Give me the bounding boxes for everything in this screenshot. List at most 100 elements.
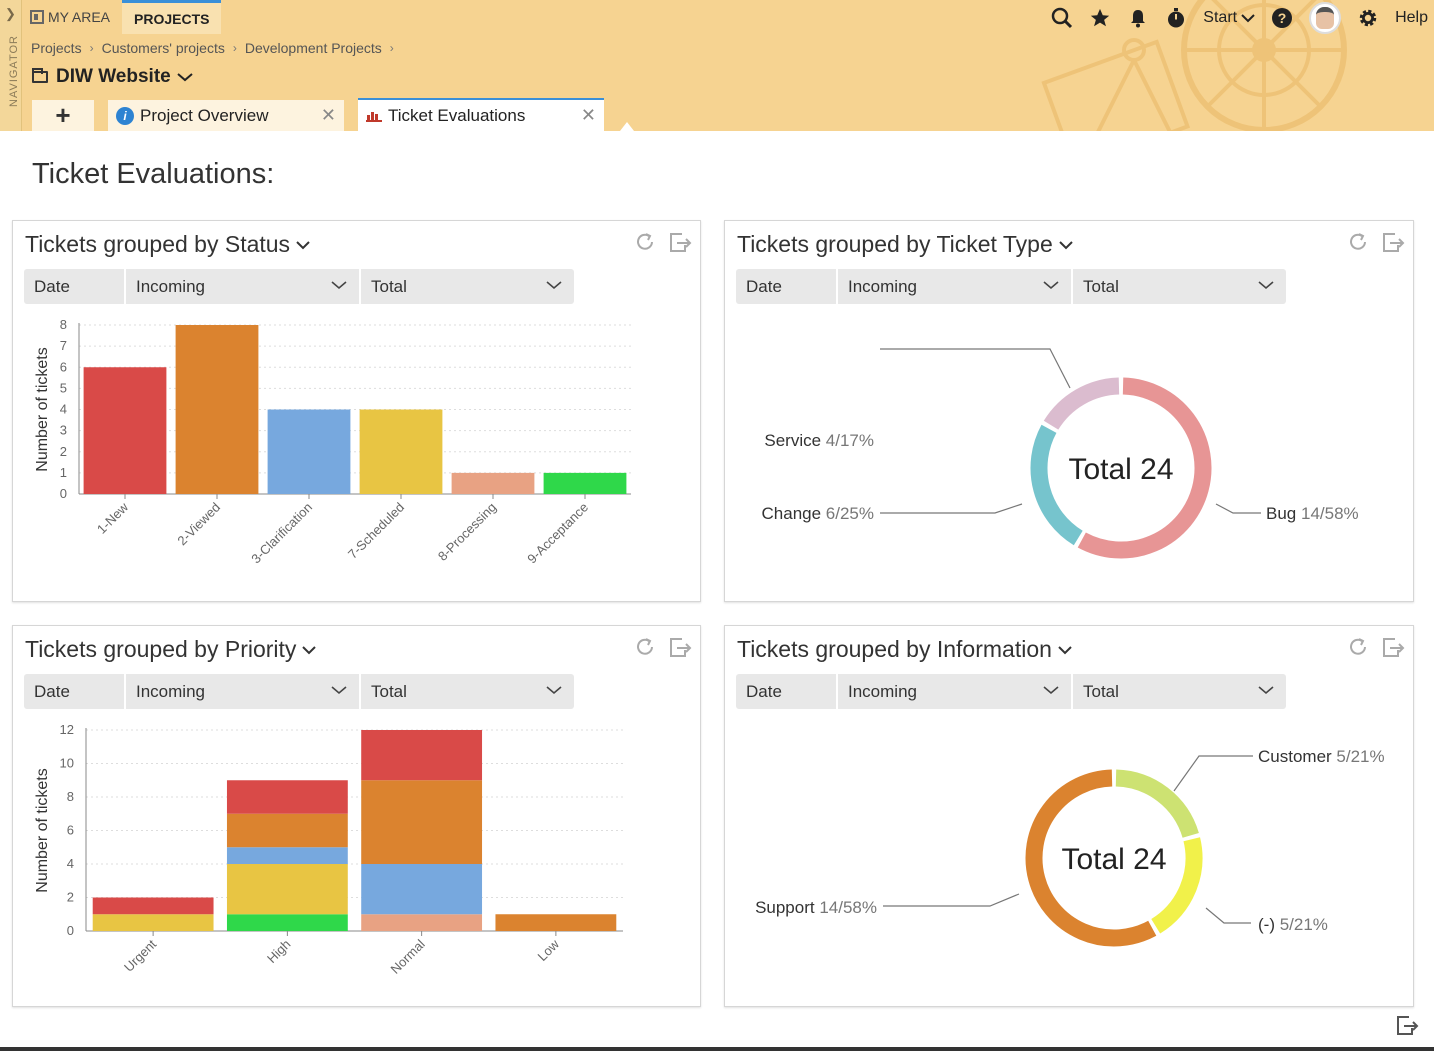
breadcrumb-separator: › bbox=[389, 41, 394, 55]
navigator-label: NAVIGATOR bbox=[8, 35, 20, 107]
mode-select-value: Incoming bbox=[848, 681, 917, 701]
refresh-icon[interactable] bbox=[634, 231, 656, 253]
tab-project-overview[interactable]: i Project Overview ✕ bbox=[108, 100, 344, 131]
help-circle-icon[interactable]: ? bbox=[1271, 7, 1293, 29]
refresh-icon[interactable] bbox=[1347, 636, 1369, 658]
bar-segment[interactable] bbox=[226, 847, 348, 864]
bar-segment[interactable] bbox=[92, 914, 214, 931]
chart-card-information: Tickets grouped by Information Date Inco… bbox=[724, 625, 1414, 1007]
mode-select[interactable]: Incoming bbox=[836, 674, 1071, 709]
donut-slice[interactable] bbox=[1030, 424, 1083, 546]
star-icon[interactable] bbox=[1089, 7, 1111, 29]
date-filter[interactable]: Date bbox=[24, 269, 124, 304]
chevron-down-icon bbox=[1043, 686, 1059, 695]
aggregation-select[interactable]: Total bbox=[359, 674, 574, 709]
nav-my-area[interactable]: MY AREA bbox=[30, 0, 122, 34]
aggregation-select[interactable]: Total bbox=[359, 269, 574, 304]
donut-slice[interactable] bbox=[1151, 837, 1203, 934]
export-icon[interactable] bbox=[1395, 1014, 1419, 1036]
mode-select[interactable]: Incoming bbox=[124, 269, 359, 304]
donut-slice[interactable] bbox=[1115, 769, 1199, 839]
bar[interactable] bbox=[83, 367, 167, 494]
donut-slice[interactable] bbox=[1043, 377, 1120, 430]
add-tab-button[interactable]: + bbox=[32, 100, 94, 131]
x-tick-label: Normal bbox=[388, 936, 428, 976]
bar-segment[interactable] bbox=[495, 914, 617, 931]
close-icon[interactable]: ✕ bbox=[320, 105, 336, 125]
refresh-icon[interactable] bbox=[1347, 231, 1369, 253]
bar[interactable] bbox=[359, 409, 443, 495]
chevron-right-icon[interactable]: ❯ bbox=[5, 6, 16, 21]
date-filter[interactable]: Date bbox=[736, 269, 836, 304]
stopwatch-icon[interactable] bbox=[1165, 7, 1187, 29]
card-title-text: Tickets grouped by Status bbox=[25, 231, 291, 257]
export-icon[interactable] bbox=[668, 636, 692, 658]
leader-line bbox=[1205, 907, 1251, 924]
bar-segment[interactable] bbox=[361, 864, 483, 915]
tab-ticket-evaluations[interactable]: Ticket Evaluations ✕ bbox=[358, 98, 604, 131]
donut-slice[interactable] bbox=[1077, 377, 1212, 559]
header-decoration bbox=[1041, 0, 1347, 131]
donut-total: Total 24 bbox=[1068, 453, 1173, 486]
y-tick-label: 4 bbox=[67, 856, 74, 871]
date-filter[interactable]: Date bbox=[24, 674, 124, 709]
start-menu[interactable]: Start bbox=[1203, 9, 1255, 27]
aggregation-select[interactable]: Total bbox=[1071, 674, 1286, 709]
bar-segment[interactable] bbox=[226, 813, 348, 848]
bar-segment[interactable] bbox=[361, 780, 483, 864]
x-tick-label: Urgent bbox=[121, 936, 159, 974]
y-tick-label: 8 bbox=[67, 789, 74, 804]
slice-name: Service bbox=[764, 431, 825, 450]
bar[interactable] bbox=[451, 472, 535, 494]
card-title[interactable]: Tickets grouped by Information bbox=[737, 636, 1072, 663]
refresh-icon[interactable] bbox=[634, 636, 656, 658]
chevron-down-icon bbox=[1058, 645, 1072, 654]
search-icon[interactable] bbox=[1051, 7, 1073, 29]
breadcrumb-item[interactable]: Development Projects bbox=[244, 40, 382, 56]
page-title: Ticket Evaluations: bbox=[32, 158, 275, 190]
card-title[interactable]: Tickets grouped by Ticket Type bbox=[737, 231, 1073, 258]
slice-value: 6/25% bbox=[826, 504, 874, 523]
help-link[interactable]: Help bbox=[1395, 9, 1428, 26]
chevron-down-icon bbox=[296, 240, 310, 249]
mode-select[interactable]: Incoming bbox=[836, 269, 1071, 304]
mode-select[interactable]: Incoming bbox=[124, 674, 359, 709]
navigator-strip[interactable]: ❯ NAVIGATOR bbox=[0, 0, 22, 131]
chevron-down-icon bbox=[1258, 281, 1274, 290]
card-title[interactable]: Tickets grouped by Priority bbox=[25, 636, 317, 663]
bar-segment[interactable] bbox=[361, 914, 483, 931]
breadcrumb-item[interactable]: Customers' projects bbox=[101, 40, 225, 56]
export-icon[interactable] bbox=[668, 231, 692, 253]
bar-segment[interactable] bbox=[226, 864, 348, 915]
bar[interactable] bbox=[175, 325, 259, 494]
donut-slice[interactable] bbox=[1025, 769, 1157, 947]
breadcrumb-item[interactable]: Projects bbox=[31, 40, 82, 56]
project-selector[interactable]: DIW Website bbox=[32, 66, 193, 88]
export-icon[interactable] bbox=[1381, 636, 1405, 658]
export-icon[interactable] bbox=[1381, 231, 1405, 253]
slice-name: (-) bbox=[1258, 915, 1280, 934]
card-title-text: Tickets grouped by Ticket Type bbox=[737, 231, 1053, 257]
bar[interactable] bbox=[543, 472, 627, 494]
slice-label: (-) 5/21% bbox=[1258, 915, 1328, 934]
bar[interactable] bbox=[267, 409, 351, 495]
date-filter[interactable]: Date bbox=[736, 674, 836, 709]
card-title-text: Tickets grouped by Priority bbox=[25, 636, 297, 662]
tab-label: Ticket Evaluations bbox=[388, 105, 526, 125]
gear-icon[interactable] bbox=[1357, 7, 1379, 29]
bell-icon[interactable] bbox=[1127, 7, 1149, 29]
close-icon[interactable]: ✕ bbox=[580, 105, 596, 125]
user-avatar[interactable] bbox=[1309, 2, 1342, 34]
bar-segment[interactable] bbox=[226, 780, 348, 814]
mode-select-value: Incoming bbox=[136, 681, 205, 701]
donut-chart: Customer 5/21%(-) 5/21%Support 14/58%Tot… bbox=[755, 747, 1385, 947]
aggregation-select[interactable]: Total bbox=[1071, 269, 1286, 304]
nav-projects[interactable]: PROJECTS bbox=[122, 0, 222, 34]
bar-segment[interactable] bbox=[92, 897, 214, 915]
bar-segment[interactable] bbox=[226, 914, 348, 931]
slice-value: 4/17% bbox=[826, 431, 874, 450]
bar-segment[interactable] bbox=[361, 730, 483, 781]
y-tick-label: 4 bbox=[60, 402, 67, 417]
y-tick-label: 2 bbox=[60, 444, 67, 459]
card-title[interactable]: Tickets grouped by Status bbox=[25, 231, 310, 258]
